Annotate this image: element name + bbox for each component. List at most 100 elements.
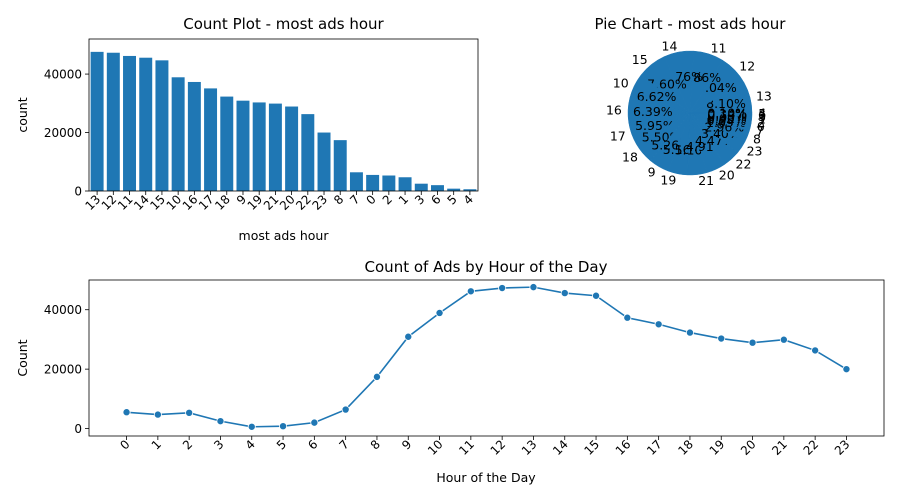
x-tick-label: 11 bbox=[456, 437, 477, 458]
pie-slice-label: 12 bbox=[739, 58, 755, 73]
data-point bbox=[372, 372, 381, 381]
x-tick-label: 13 bbox=[519, 437, 540, 458]
data-point bbox=[717, 334, 726, 343]
x-tick-label: 7 bbox=[347, 192, 362, 207]
x-tick-label: 15 bbox=[581, 437, 602, 458]
x-tick-label: 7 bbox=[336, 437, 351, 452]
bar bbox=[123, 55, 137, 192]
bar bbox=[398, 177, 412, 191]
bar bbox=[187, 81, 201, 191]
line-chart-y-axis-label: Count bbox=[15, 339, 30, 376]
data-point bbox=[498, 284, 507, 293]
bar-chart-x-axis-label: most ads hour bbox=[239, 228, 330, 243]
x-tick-label: 16 bbox=[613, 437, 634, 458]
pie-slice-percent: 0.80% bbox=[707, 109, 747, 124]
bar bbox=[382, 175, 396, 191]
data-point bbox=[279, 422, 288, 431]
pie-slice-label: 7 bbox=[756, 123, 764, 138]
pie-chart-title: Pie Chart - most ads hour bbox=[595, 15, 787, 33]
data-point bbox=[529, 283, 538, 292]
x-tick-label: 6 bbox=[305, 437, 320, 452]
data-point bbox=[748, 338, 757, 347]
pie-slice-percent: 6.39% bbox=[633, 104, 673, 119]
pie-slice-label: 8 bbox=[753, 131, 761, 146]
bar bbox=[317, 132, 331, 191]
bar bbox=[268, 103, 282, 191]
data-point bbox=[341, 405, 350, 414]
x-tick-label: 0 bbox=[117, 437, 132, 452]
x-tick-label: 4 bbox=[243, 437, 258, 452]
pie-slice-label: 6 bbox=[758, 107, 766, 122]
x-tick-label: 8 bbox=[331, 192, 346, 207]
bar bbox=[285, 106, 299, 191]
data-point bbox=[404, 332, 413, 341]
y-tick-label: 40000 bbox=[44, 68, 82, 82]
bar bbox=[204, 88, 218, 191]
x-tick-label: 14 bbox=[550, 437, 571, 458]
data-point bbox=[560, 289, 569, 298]
x-tick-label: 23 bbox=[309, 192, 330, 213]
bar bbox=[333, 140, 347, 191]
bar bbox=[430, 185, 444, 191]
line-chart-frame bbox=[88, 279, 885, 437]
pie-slice-percent: 0.10% bbox=[707, 106, 747, 121]
pie-slice-label: 16 bbox=[606, 102, 622, 117]
pie-slice-label: 18 bbox=[622, 150, 638, 165]
data-point bbox=[247, 422, 256, 431]
x-tick-label: 4 bbox=[461, 192, 476, 207]
x-tick-label: 1 bbox=[396, 192, 411, 207]
data-point bbox=[623, 313, 632, 322]
bar bbox=[366, 174, 380, 191]
data-point bbox=[216, 417, 225, 426]
bar-chart: Count Plot - most ads hour count most ad… bbox=[15, 15, 479, 243]
bar bbox=[414, 183, 428, 191]
y-tick-label: 0 bbox=[74, 422, 82, 436]
pie-slice-label: 21 bbox=[698, 173, 714, 188]
x-tick-label: 17 bbox=[644, 437, 665, 458]
x-tick-label: 18 bbox=[212, 192, 233, 213]
x-tick-label: 6 bbox=[428, 192, 443, 207]
x-tick-label: 23 bbox=[832, 437, 853, 458]
x-tick-label: 19 bbox=[707, 437, 728, 458]
pie-slice-label: 3 bbox=[758, 109, 766, 124]
pie-slice-label: 15 bbox=[632, 52, 648, 67]
line-chart-title: Count of Ads by Hour of the Day bbox=[365, 258, 608, 276]
pie-slice-label: 23 bbox=[747, 144, 763, 159]
x-tick-label: 2 bbox=[380, 192, 395, 207]
data-point bbox=[153, 410, 162, 419]
y-tick-label: 40000 bbox=[44, 303, 82, 317]
x-tick-label: 5 bbox=[445, 192, 460, 207]
bar bbox=[106, 52, 120, 191]
data-point bbox=[842, 365, 851, 374]
pie-chart: Pie Chart - most ads hour 138.10%128.04%… bbox=[595, 15, 787, 188]
bar-chart-frame bbox=[88, 38, 479, 192]
pie-slice-label: 0 bbox=[757, 119, 765, 134]
bar bbox=[236, 100, 250, 191]
pie-slice-percent: 0.43% bbox=[707, 107, 747, 122]
data-point bbox=[310, 418, 319, 427]
line-chart-x-axis-label: Hour of the Day bbox=[436, 470, 536, 485]
x-tick-label: 20 bbox=[738, 437, 759, 458]
bar bbox=[463, 189, 477, 191]
pie-slice-label: 5 bbox=[758, 106, 766, 121]
y-tick-label: 20000 bbox=[44, 363, 82, 377]
pie-slice-label: 22 bbox=[736, 156, 752, 171]
x-tick-label: 5 bbox=[274, 437, 289, 452]
x-tick-label: 8 bbox=[368, 437, 383, 452]
x-tick-label: 3 bbox=[412, 192, 427, 207]
x-tick-label: 18 bbox=[675, 437, 696, 458]
pie-slice-label: 20 bbox=[719, 167, 735, 182]
y-tick-label: 0 bbox=[74, 185, 82, 199]
pie-marks: 138.10%128.04%117.86%147.76%157.60%106.6… bbox=[606, 38, 772, 188]
bar bbox=[349, 172, 363, 191]
pie-slice-label: 17 bbox=[610, 128, 626, 143]
bar bbox=[90, 51, 104, 191]
x-tick-label: 12 bbox=[488, 437, 509, 458]
data-point bbox=[811, 346, 820, 355]
pie-slice-label: 1 bbox=[758, 112, 766, 127]
data-point bbox=[779, 335, 788, 344]
bar-chart-y-axis-label: count bbox=[15, 97, 30, 132]
x-tick-label: 0 bbox=[363, 192, 378, 207]
data-point bbox=[685, 328, 694, 337]
line-marks bbox=[122, 283, 851, 431]
